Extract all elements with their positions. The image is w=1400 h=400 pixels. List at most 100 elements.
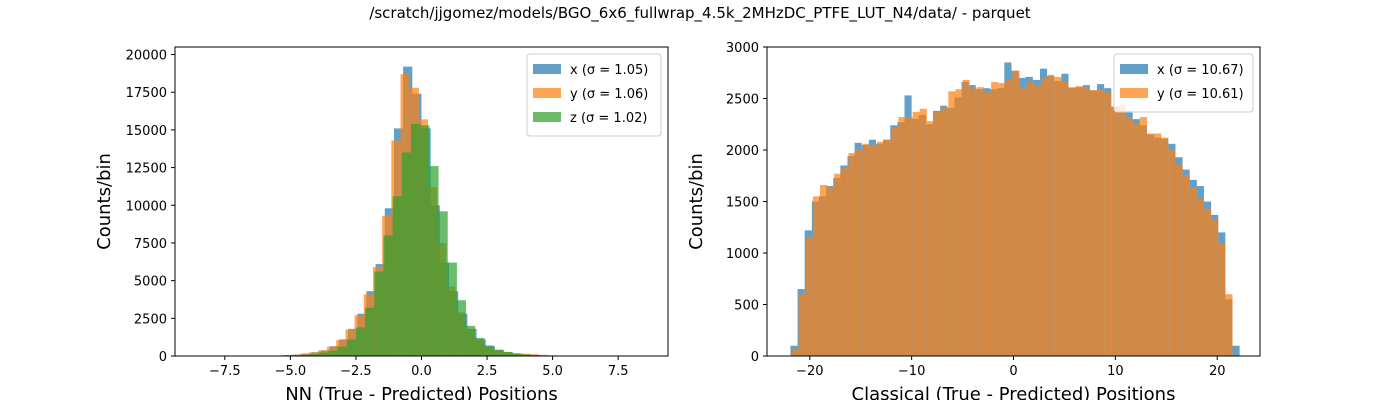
- histogram-bar: [1041, 77, 1049, 357]
- histogram-bar: [798, 294, 806, 356]
- histogram-bar: [1097, 89, 1105, 356]
- histogram-bar: [1068, 87, 1076, 357]
- histogram-bar: [502, 352, 512, 356]
- chart-panel-1: −7.5 −5.0 −2.5 0.0 2.5 5.0 7.5 0 2500 5000 7500 100…: [94, 46, 669, 400]
- x-tick-label: 10: [1107, 364, 1124, 379]
- legend: x (σ = 1.05) y (σ = 1.06) z (σ = 1.02): [526, 53, 662, 137]
- y-tick-label: 0: [751, 350, 759, 365]
- x-tick-label: 2.5: [477, 364, 498, 379]
- y-tick-label: 3000: [726, 41, 759, 56]
- histogram-bar: [1019, 88, 1027, 356]
- histogram-bar: [1048, 74, 1055, 356]
- legend-swatch-1: [1120, 64, 1148, 74]
- histogram-bar: [466, 325, 476, 356]
- y-tick-label: 2500: [134, 312, 167, 327]
- legend-swatch-2: [1120, 88, 1148, 98]
- histogram-bar: [438, 211, 448, 356]
- histogram-bar: [1161, 137, 1169, 356]
- legend-label-3: z (σ = 1.02): [570, 111, 647, 126]
- x-tick-label: 5.0: [542, 364, 563, 379]
- histogram-bar: [941, 107, 949, 357]
- histogram-bar: [392, 196, 402, 356]
- histogram-bar: [365, 307, 375, 356]
- histogram-bar: [898, 117, 906, 356]
- y-tick-label: 17500: [126, 86, 167, 101]
- histogram-bar: [827, 187, 835, 356]
- y-tick-label: 10000: [126, 199, 167, 214]
- histogram-bar: [1125, 117, 1133, 356]
- histogram-bar: [1075, 86, 1083, 356]
- histogram-bar: [1132, 123, 1140, 356]
- histogram-bar: [1218, 242, 1226, 356]
- series-3-bars: [282, 123, 558, 356]
- legend-label-1: x (σ = 10.67): [1157, 63, 1244, 78]
- histogram-bar: [1203, 208, 1212, 356]
- histogram-bar: [998, 83, 1006, 357]
- histogram-bar: [511, 353, 522, 356]
- histogram-bar: [976, 87, 984, 357]
- histogram-bar: [791, 348, 799, 356]
- x-tick-label: 0: [1009, 364, 1017, 379]
- legend-label-1: x (σ = 1.05): [570, 63, 648, 78]
- histogram-bar: [812, 196, 820, 356]
- y-tick-label: 5000: [134, 275, 167, 290]
- y-tick-label: 0: [159, 350, 167, 365]
- histogram-bar: [1139, 117, 1147, 356]
- histogram-bar: [862, 143, 870, 356]
- histogram-bar: [869, 144, 878, 356]
- histogram-bar: [884, 139, 892, 356]
- histogram-bar: [934, 111, 942, 356]
- histogram-bar: [300, 354, 311, 356]
- y-tick-label: 2500: [726, 93, 759, 108]
- x-tick-label: 20: [1209, 364, 1226, 379]
- x-tick-label: −10: [898, 364, 925, 379]
- histogram-bar: [310, 353, 320, 356]
- histogram-bar: [805, 237, 813, 356]
- histogram-bar: [834, 173, 842, 356]
- histogram-bar: [1211, 219, 1219, 356]
- y-tick-label: 1000: [726, 247, 759, 262]
- histogram-bar: [346, 339, 356, 356]
- chart-panel-2: −20 −10 0 10 20 0 500 1000 1500 2000 2500 3000 Class…: [686, 41, 1261, 400]
- x-tick-label: −7.5: [209, 364, 241, 379]
- histogram-bar: [919, 108, 927, 356]
- histogram-bar: [891, 127, 899, 356]
- histogram-bar: [493, 349, 503, 356]
- histogram-bar: [1033, 85, 1042, 357]
- figure-suptitle: /scratch/jjgomez/models/BGO_6x6_fullwrap…: [369, 4, 1031, 22]
- x-axis-label: Classical (True - Predicted) Positions: [852, 384, 1176, 400]
- legend-label-2: y (σ = 10.61): [1157, 87, 1244, 102]
- histogram-bar: [290, 354, 300, 356]
- histogram-bar: [1089, 90, 1098, 356]
- y-tick-label: 1500: [726, 196, 759, 211]
- histogram-bar: [337, 346, 347, 356]
- histogram-bar: [1104, 92, 1112, 356]
- x-tick-label: −2.5: [340, 364, 372, 379]
- histogram-bar: [1175, 164, 1183, 356]
- x-tick-label: −20: [796, 364, 823, 379]
- histogram-bar: [328, 350, 338, 356]
- histogram-bar: [1012, 70, 1020, 356]
- legend: x (σ = 10.67) y (σ = 10.61): [1113, 53, 1254, 113]
- histogram-bar: [1182, 174, 1190, 356]
- histogram-bar: [841, 167, 849, 356]
- histogram-bar: [374, 271, 384, 356]
- histogram-bar: [1118, 105, 1126, 357]
- y-tick-label: 20000: [126, 49, 167, 64]
- histogram-bar: [319, 352, 329, 356]
- y-tick-label: 15000: [126, 124, 167, 139]
- histogram-bar: [1154, 133, 1162, 356]
- histogram-bar: [538, 354, 548, 356]
- legend-swatch-2: [533, 88, 561, 98]
- histogram-bar: [401, 152, 412, 356]
- histogram-bar: [456, 300, 467, 356]
- histogram-bar: [1189, 187, 1197, 356]
- y-axis-label: Counts/bin: [686, 153, 707, 250]
- y-tick-label: 2000: [726, 144, 759, 159]
- y-tick-label: 12500: [126, 162, 167, 177]
- histogram-bar: [1111, 106, 1119, 357]
- histogram-bar: [905, 117, 913, 356]
- histogram-bar: [1168, 150, 1176, 356]
- histogram-bar: [475, 337, 485, 356]
